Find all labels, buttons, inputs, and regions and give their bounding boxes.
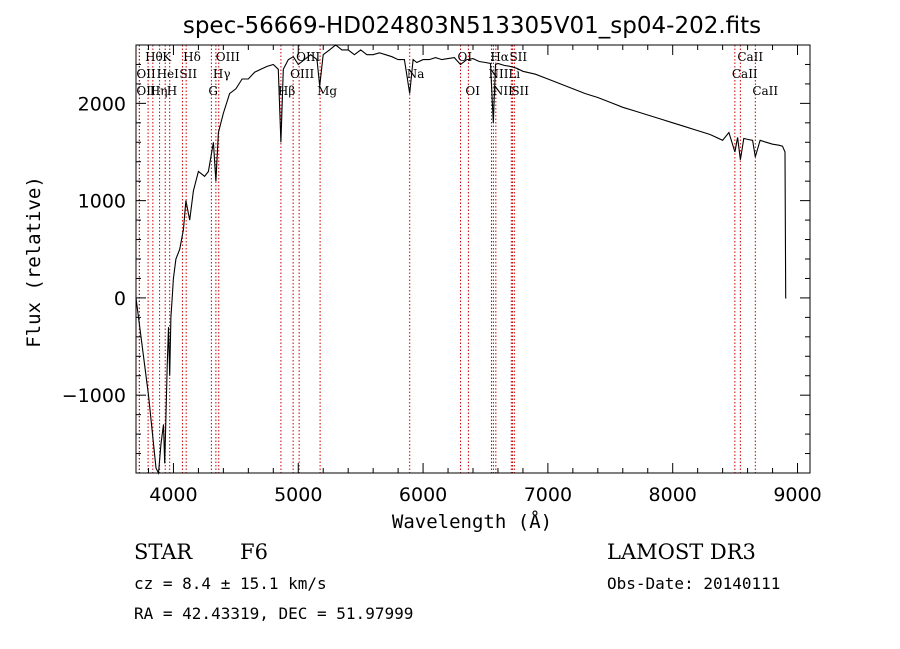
x-axis: 4000 5000 6000 7000 8000 9000 bbox=[147, 45, 822, 506]
marker-label-8: Hδ bbox=[183, 50, 201, 64]
spectrum-line bbox=[135, 44, 787, 475]
marker-label-16: Na bbox=[407, 67, 425, 81]
x-tick-label-0: 4000 bbox=[149, 484, 197, 506]
marker-label-11: OIII bbox=[216, 50, 240, 64]
marker-label-20: Hα bbox=[490, 50, 509, 64]
y-tick-label-1: 0 bbox=[114, 288, 126, 310]
marker-label-19: NII bbox=[488, 67, 508, 81]
redshift-cz: cz = 8.4 ± 15.1 km/s bbox=[134, 574, 327, 593]
marker-label-23: SII bbox=[509, 50, 527, 64]
marker-label-22: Li bbox=[508, 67, 520, 81]
marker-label-10: Hγ bbox=[213, 67, 231, 81]
marker-label-26: CaII bbox=[737, 50, 763, 64]
spectral-line-markers bbox=[138, 45, 756, 473]
y-axis-label: Flux (relative) bbox=[23, 176, 45, 348]
marker-label-6: H bbox=[167, 84, 177, 98]
y-tick-label-0: −1000 bbox=[62, 385, 126, 407]
marker-label-12: Hβ bbox=[278, 84, 295, 98]
x-axis-label: Wavelength (Å) bbox=[392, 510, 552, 533]
coordinates: RA = 42.43319, DEC = 51.97999 bbox=[134, 604, 413, 623]
observation-date: Obs-Date: 20140111 bbox=[607, 574, 780, 593]
y-tick-label-2: 1000 bbox=[78, 191, 126, 213]
marker-label-4: HeI bbox=[157, 67, 180, 81]
marker-label-27: CaII bbox=[752, 84, 778, 98]
marker-label-25: CaII bbox=[732, 67, 758, 81]
y-tick-label-3: 2000 bbox=[78, 93, 126, 115]
marker-label-9: G bbox=[208, 84, 218, 98]
marker-label-0: Hθ bbox=[145, 50, 163, 64]
spectral-line-labels: HθOIIOIIHηHeIKHSIIHδGHγOIIIHβOIIIOIIIMgN… bbox=[136, 50, 778, 98]
marker-label-18: OI bbox=[465, 84, 480, 98]
plot-frame bbox=[135, 44, 811, 474]
marker-label-13: OIII bbox=[290, 67, 314, 81]
marker-label-15: Mg bbox=[317, 84, 337, 98]
marker-label-21: NII bbox=[493, 84, 513, 98]
x-tick-label-3: 7000 bbox=[524, 484, 572, 506]
x-tick-label-5: 9000 bbox=[773, 484, 821, 506]
marker-label-3: Hη bbox=[150, 84, 168, 98]
marker-label-1: OII bbox=[136, 67, 156, 81]
x-tick-label-4: 8000 bbox=[649, 484, 697, 506]
x-tick-label-2: 6000 bbox=[399, 484, 447, 506]
marker-label-2: OII bbox=[136, 84, 156, 98]
object-class: STAR bbox=[134, 540, 193, 564]
marker-label-5: K bbox=[162, 50, 172, 64]
marker-label-24: SII bbox=[511, 84, 529, 98]
marker-label-17: OI bbox=[458, 50, 473, 64]
object-subclass: F6 bbox=[240, 540, 268, 564]
survey-name: LAMOST DR3 bbox=[607, 540, 756, 564]
y-axis: −1000 0 1000 2000 bbox=[62, 44, 810, 474]
x-tick-label-1: 5000 bbox=[274, 484, 322, 506]
chart-title: spec-56669-HD024803N513305V01_sp04-202.f… bbox=[183, 13, 761, 39]
marker-label-7: SII bbox=[179, 67, 197, 81]
